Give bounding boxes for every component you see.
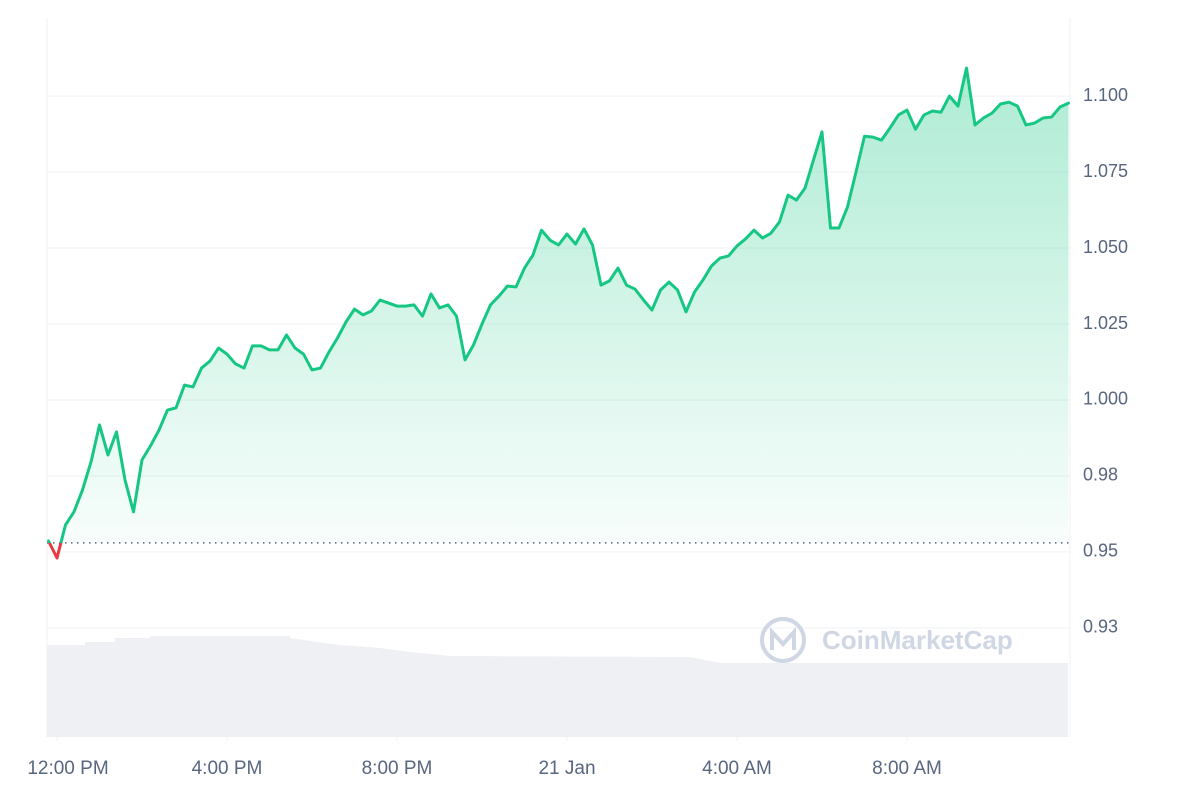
y-tick-label: 0.93	[1083, 617, 1118, 637]
watermark-logo	[760, 617, 806, 663]
x-tick-label: 4:00 PM	[192, 758, 263, 779]
x-tick-label: 21 Jan	[538, 758, 595, 779]
y-tick-label: 0.98	[1083, 465, 1118, 485]
price-line	[47, 66, 1070, 560]
y-tick-label: 1.000	[1083, 389, 1128, 409]
x-tick-label: 8:00 PM	[362, 758, 433, 779]
volume-area	[47, 636, 1068, 737]
x-tick-label: 12:00 PM	[27, 758, 108, 779]
y-tick-label: 1.100	[1083, 85, 1128, 105]
area-fill	[48, 68, 1069, 559]
plot	[47, 66, 1070, 560]
y-tick-label: 1.025	[1083, 313, 1128, 333]
x-tick-label: 8:00 AM	[872, 758, 942, 779]
y-tick-label: 1.050	[1083, 237, 1128, 257]
y-tick-label: 1.075	[1083, 161, 1128, 181]
watermark: CoinMarketCap	[822, 625, 1013, 655]
x-tick-label: 4:00 AM	[702, 758, 772, 779]
y-tick-label: 0.95	[1083, 541, 1118, 561]
